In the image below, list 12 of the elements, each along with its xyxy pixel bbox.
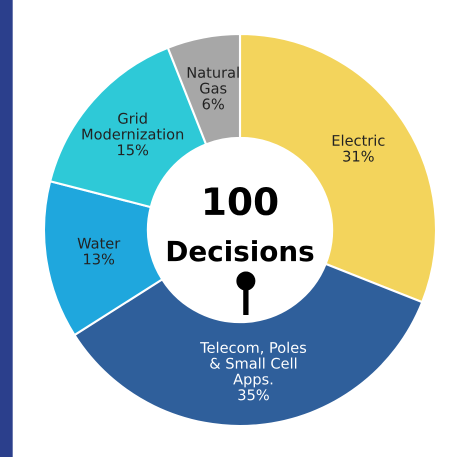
slice-label: Telecom, Poles & Small Cell Apps. xyxy=(200,342,306,388)
data-label: 15% xyxy=(118,144,148,156)
data-label: 31% xyxy=(343,150,374,162)
data-label: 13% xyxy=(84,253,114,264)
data-label: 6% xyxy=(202,98,224,110)
slice-label: Grid Modernization xyxy=(82,112,184,140)
slice-label: Electric xyxy=(332,134,384,146)
slice-label: Water xyxy=(78,238,120,249)
text: 100 xyxy=(205,187,278,216)
slice-label: Natural Gas xyxy=(188,66,239,94)
data-label: 35% xyxy=(238,389,269,400)
text: Decisions xyxy=(168,240,314,262)
